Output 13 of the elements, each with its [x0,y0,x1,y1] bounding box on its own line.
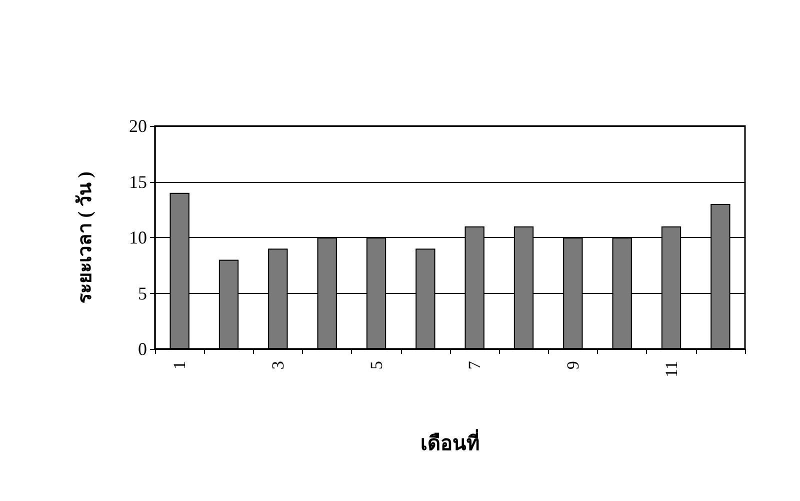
x-tick-label: 1 [170,361,190,370]
y-tick-label: 0 [138,339,147,359]
x-tick-label: 5 [366,361,386,370]
x-tick-label: 11 [662,361,681,378]
y-tick-label: 10 [129,228,147,248]
y-tick-label: 15 [129,172,147,192]
x-tick-label: 3 [268,361,288,370]
x-axis-title: เดือนที่ [420,428,480,455]
x-tick-label: 7 [465,360,484,370]
x-tick-label: 9 [563,361,582,370]
y-tick-label: 20 [129,116,147,136]
y-axis-title: ระยะเวลา ( วัน ) [75,172,96,304]
y-tick-label: 5 [138,283,147,304]
